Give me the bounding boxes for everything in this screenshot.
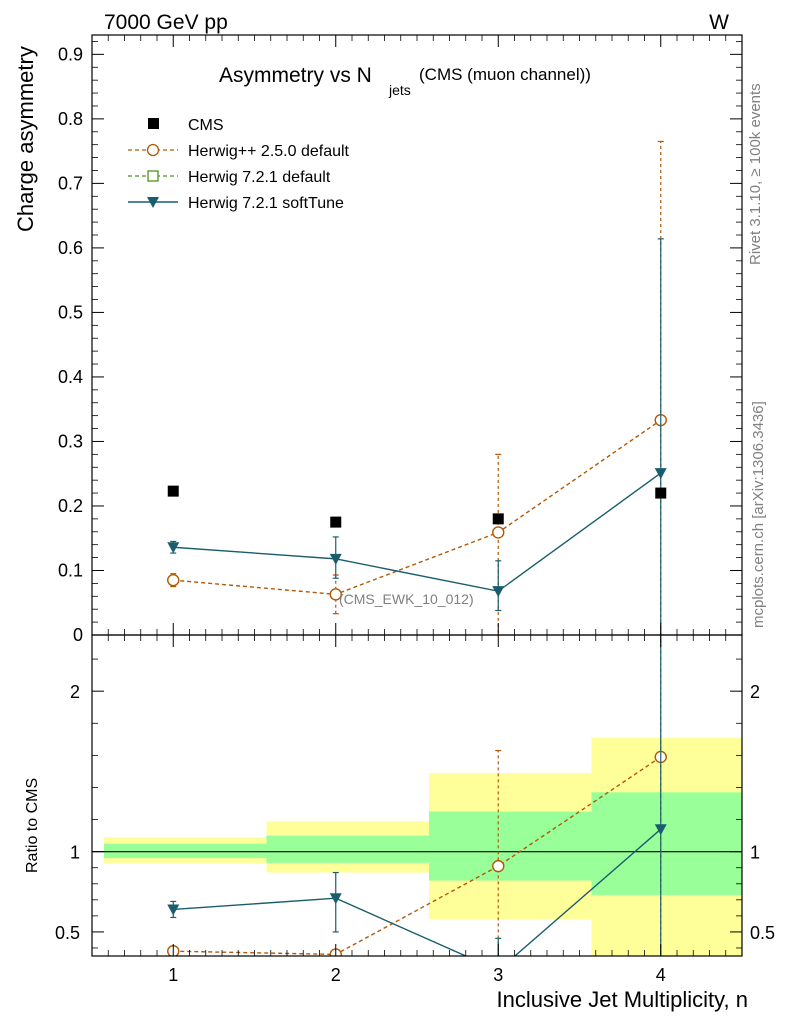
herwig7-softtune-series-line: [173, 472, 662, 592]
energy-label: 7000 GeV pp: [104, 11, 228, 34]
herwigpp-marker-circle: [167, 573, 180, 587]
x-tick-label: 1: [168, 965, 178, 985]
main-y-tick-label: 0.8: [58, 109, 83, 129]
legend-item-herwigpp: Herwig++ 2.5.0 default: [128, 143, 350, 160]
ratio-y-axis-label: Ratio to CMS: [24, 778, 41, 873]
legend: CMS Herwig++ 2.5.0 default Herwig 7.2.1 …: [128, 117, 350, 212]
ratio-y-tick-label-right: 2: [750, 682, 760, 702]
cms-data-point: [492, 513, 504, 525]
ratio-band-inner: [429, 811, 592, 881]
legend-item-cms: CMS: [148, 117, 224, 134]
ratio-herwig7-softtune-marker-triangle: [167, 904, 180, 916]
main-y-tick-label: 0.3: [58, 431, 83, 451]
ratio-y-tick-label-right: 1: [750, 843, 760, 863]
legend-marker-herwigpp: [146, 143, 160, 157]
legend-label-cms: CMS: [188, 117, 224, 134]
cms-data-point: [655, 487, 667, 499]
herwig7-softtune-marker-triangle: [167, 542, 180, 554]
ratio-y-tick-label-right: 0.5: [750, 923, 775, 943]
x-tick-label: 2: [331, 965, 341, 985]
herwig7-softtune-marker-triangle: [329, 553, 342, 565]
cms-data-point: [330, 516, 342, 528]
chart-title-extra: (CMS (muon channel)): [419, 65, 591, 84]
herwigpp-marker-circle: [329, 588, 342, 601]
herwigpp-marker-circle: [492, 526, 505, 539]
x-tick-label: 3: [493, 965, 503, 985]
ratio-herwig7-softtune-series-line: [173, 828, 662, 956]
cms-data-point: [167, 485, 179, 497]
chart-title-subscript: jets: [388, 82, 411, 98]
main-y-tick-label: 0.4: [58, 367, 83, 387]
legend-marker-herwig7-softtune: [147, 197, 159, 208]
legend-marker-cms: [148, 118, 159, 129]
ratio-y-tick-label-left: 1: [70, 843, 80, 863]
legend-label-herwig7-default: Herwig 7.2.1 default: [188, 169, 331, 186]
ratio-herwigpp-series-line: [173, 756, 662, 956]
legend-item-herwig7-default: Herwig 7.2.1 default: [128, 169, 331, 186]
main-y-tick-label: 0.9: [58, 44, 83, 64]
main-y-axis-label: Charge asymmetry: [13, 46, 38, 232]
axis-tick-labels: 1 2 3 4 0 0.1 0.2 0.3 0.4 0.5 0.6 0.7 0.8 0.9 0.5 0.5 1 1…: [55, 44, 775, 985]
chart-title: Asymmetry vs N: [219, 64, 372, 87]
herwig7-softtune-marker-triangle: [492, 586, 505, 598]
source-reference-label: mcplots.cern.ch [arXiv:1306.3436]: [750, 401, 767, 628]
herwigpp-series-line: [173, 419, 662, 596]
main-y-tick-label: 0.1: [58, 560, 83, 580]
main-y-tick-label: 0: [73, 625, 83, 645]
ratio-band-inner: [104, 843, 267, 859]
ratio-band-inner: [591, 792, 742, 896]
x-axis-label: Inclusive Jet Multiplicity, n: [497, 987, 748, 1012]
ratio-band-inner: [266, 835, 429, 863]
rivet-version-label: Rivet 3.1.10, ≥ 100k events: [747, 83, 764, 265]
ratio-herwigpp-marker-circle: [492, 859, 505, 873]
main-y-tick-label: 0.5: [58, 302, 83, 322]
legend-label-herwigpp: Herwig++ 2.5.0 default: [188, 143, 350, 160]
legend-item-herwig7-softtune: Herwig 7.2.1 softTune: [128, 195, 344, 212]
ratio-y-tick-label-left: 0.5: [55, 923, 80, 943]
main-panel-data: [167, 140, 667, 635]
process-label: W: [709, 11, 729, 34]
ratio-herwig7-softtune-marker-triangle: [654, 824, 667, 836]
ratio-uncertainty-bands: [104, 737, 742, 956]
main-y-tick-label: 0.7: [58, 173, 83, 193]
ratio-herwig7-softtune-marker-triangle: [329, 893, 342, 905]
main-y-tick-label: 0.6: [58, 238, 83, 258]
main-y-tick-label: 0.2: [58, 496, 83, 516]
legend-marker-herwig7-default: [147, 170, 159, 182]
analysis-id-label: (CMS_EWK_10_012): [339, 591, 474, 607]
legend-label-herwig7-softtune: Herwig 7.2.1 softTune: [188, 195, 344, 212]
axis-ticks: [92, 35, 742, 956]
ratio-y-tick-label-left: 2: [70, 682, 80, 702]
herwig7-softtune-marker-triangle: [654, 468, 667, 480]
x-tick-label: 4: [656, 965, 666, 985]
